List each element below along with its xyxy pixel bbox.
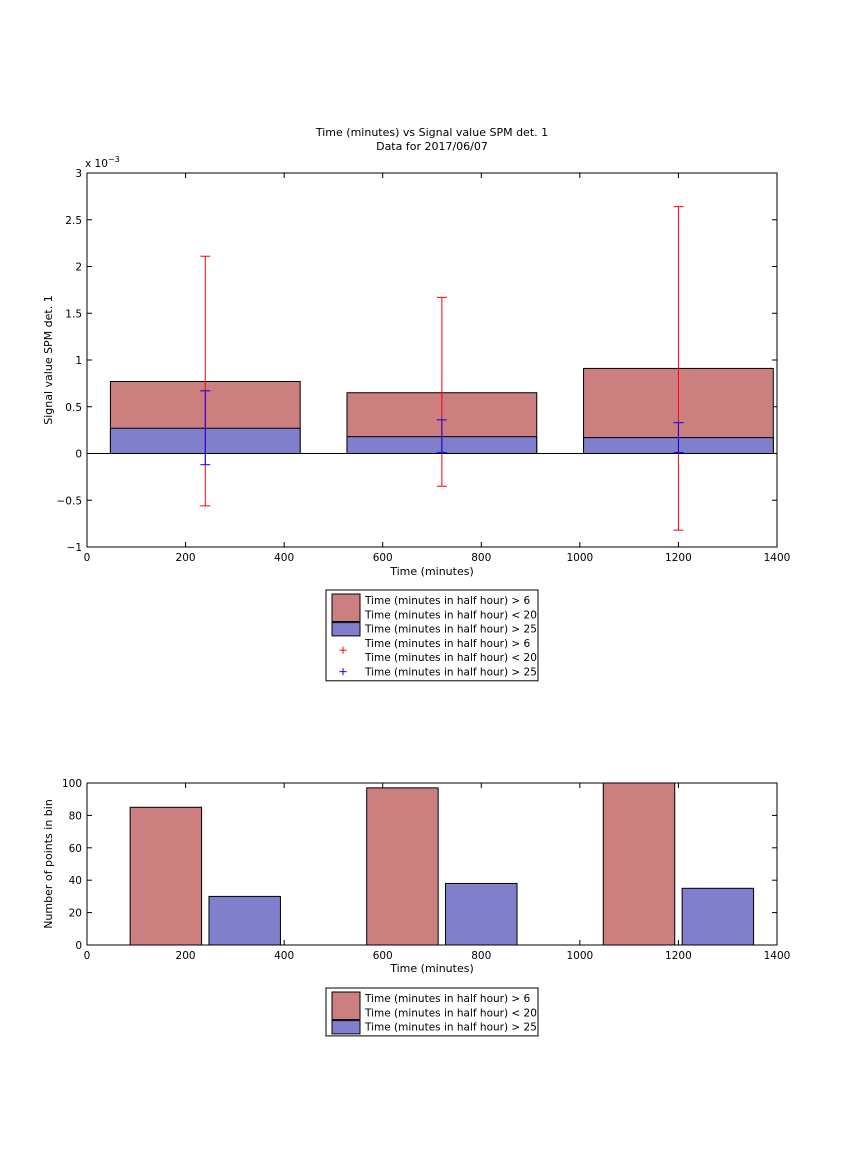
chart-subtitle: Data for 2017/06/07 xyxy=(376,140,488,153)
plot-frame xyxy=(86,782,778,946)
legend-swatch xyxy=(331,991,361,1021)
y-tick-label: 3 xyxy=(75,168,82,180)
bars xyxy=(129,782,755,946)
x-tick-label: 200 xyxy=(176,552,196,564)
y-tick-label: 0 xyxy=(75,449,82,461)
legend: Time (minutes in half hour) > 6 Time (min… xyxy=(325,589,539,682)
legend-label: Time (minutes in half hour) > 6 xyxy=(364,993,531,1005)
y-tick-label: −1 xyxy=(67,542,82,554)
x-tick-label: 400 xyxy=(274,552,294,564)
x-tick-label: 1200 xyxy=(665,950,692,962)
y-tick-label: 0 xyxy=(75,940,82,952)
y-scale-exponent: −3 xyxy=(108,155,120,164)
x-tick-label: 0 xyxy=(84,552,91,564)
bar xyxy=(366,787,439,946)
y-tick-label: 1.5 xyxy=(65,308,82,320)
x-tick-label: 1400 xyxy=(764,950,791,962)
legend-box xyxy=(325,589,539,682)
x-tick-label: 800 xyxy=(471,552,491,564)
count-chart: Number of points in bin Time (minutes) 0… xyxy=(42,778,790,1037)
legend-label: Time (minutes in half hour) > 25 xyxy=(364,624,537,636)
x-axis-label: Time (minutes) xyxy=(389,565,474,578)
bar xyxy=(445,882,518,946)
y-tick-label: 20 xyxy=(69,908,82,920)
y-tick-label: 40 xyxy=(69,875,82,887)
x-tick-label: 800 xyxy=(471,950,491,962)
axis-ticks: 0 200 400 600 800 1000 1200 1400 −1 −0.5 0 0.5 1 1.5 2… xyxy=(57,168,791,564)
x-tick-label: 0 xyxy=(84,950,91,962)
legend-label: Time (minutes in half hour) < 20 xyxy=(364,1007,537,1019)
chart-title: Time (minutes) vs Signal value SPM det. … xyxy=(315,126,548,139)
y-tick-label: −0.5 xyxy=(57,495,83,507)
x-tick-label: 1000 xyxy=(566,950,593,962)
legend-swatch xyxy=(331,1020,361,1035)
y-scale-note: x 10 xyxy=(85,158,108,170)
x-tick-label: 400 xyxy=(274,950,294,962)
x-tick-label: 600 xyxy=(373,950,393,962)
y-axis-label: Signal value SPM det. 1 xyxy=(42,295,55,425)
x-tick-label: 1200 xyxy=(665,552,692,564)
bar xyxy=(681,887,755,946)
axis-ticks: 0 200 400 600 800 1000 1200 1400 0 20 40 60 80 100 xyxy=(62,778,790,962)
legend-swatch xyxy=(331,622,361,637)
legend-label: Time (minutes in half hour) > 25 xyxy=(364,1022,537,1034)
x-tick-label: 1000 xyxy=(566,552,593,564)
y-scale-multiplier: x 10−3 xyxy=(85,155,120,170)
y-axis-label: Number of points in bin xyxy=(42,799,55,929)
y-tick-label: 60 xyxy=(69,843,82,855)
y-tick-label: 2.5 xyxy=(65,215,82,227)
legend: Time (minutes in half hour) > 6 Time (min… xyxy=(325,987,539,1037)
x-tick-label: 1400 xyxy=(764,552,791,564)
y-tick-label: 1 xyxy=(75,355,82,367)
bar xyxy=(208,895,281,946)
legend-label: Time (minutes in half hour) > 6 xyxy=(364,595,531,607)
x-tick-label: 200 xyxy=(176,950,196,962)
legend-label: Time (minutes in half hour) < 20 xyxy=(364,652,537,664)
y-tick-label: 2 xyxy=(75,262,82,274)
y-tick-label: 80 xyxy=(69,810,82,822)
legend-label: Time (minutes in half hour) > 25 xyxy=(364,667,537,679)
legend-swatch xyxy=(331,593,361,623)
y-tick-label: 0.5 xyxy=(65,402,82,414)
y-tick-label: 100 xyxy=(62,778,82,790)
legend-box xyxy=(325,987,539,1037)
plot-frame xyxy=(86,172,778,548)
bar xyxy=(129,806,203,946)
x-axis-label: Time (minutes) xyxy=(389,962,474,975)
error-bars xyxy=(200,206,684,531)
x-tick-label: 600 xyxy=(373,552,393,564)
legend-label: Time (minutes in half hour) > 6 xyxy=(364,638,531,650)
signal-chart: Time (minutes) vs Signal value SPM det. … xyxy=(42,126,791,682)
bar xyxy=(602,782,676,946)
legend-label: Time (minutes in half hour) < 20 xyxy=(364,609,537,621)
